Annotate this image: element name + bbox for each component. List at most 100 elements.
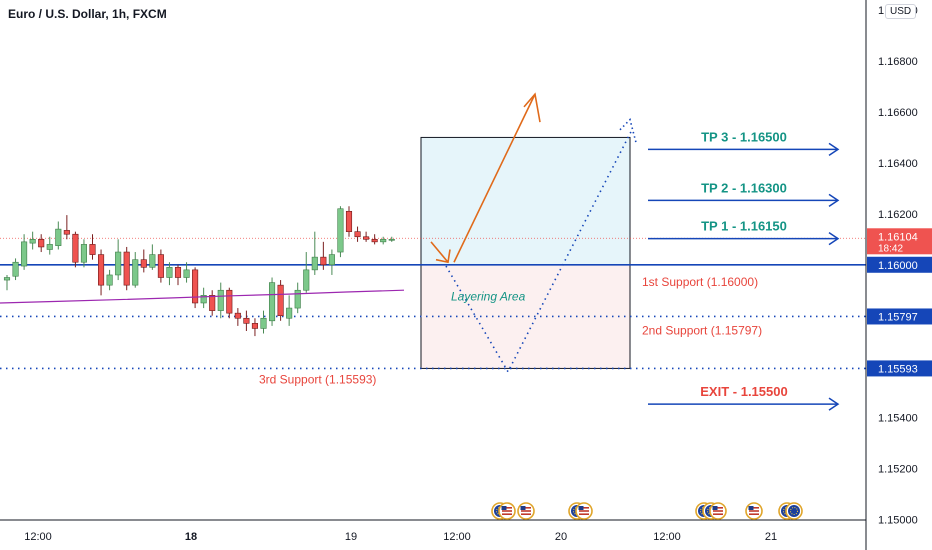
- candle[interactable]: [12, 258, 19, 281]
- candle[interactable]: [354, 226, 361, 242]
- layering-area-label: Layering Area: [451, 289, 526, 303]
- us-flag-icon[interactable]: [517, 502, 535, 520]
- y-tick-label: 1.16400: [878, 158, 918, 170]
- candles: [3, 206, 395, 337]
- candle[interactable]: [200, 287, 207, 309]
- candle-body: [303, 269, 310, 291]
- candle[interactable]: [337, 206, 344, 258]
- candle[interactable]: [3, 274, 11, 291]
- candle-body: [320, 256, 327, 266]
- candle-body: [3, 277, 11, 281]
- candle[interactable]: [38, 234, 45, 253]
- candle[interactable]: [345, 206, 353, 237]
- event-stripe: [521, 510, 531, 512]
- candle[interactable]: [80, 239, 87, 268]
- candle[interactable]: [157, 249, 164, 283]
- candle[interactable]: [234, 308, 241, 326]
- price-tag-label: 1.15593: [878, 363, 918, 375]
- candle[interactable]: [192, 267, 199, 309]
- candle-body: [345, 210, 353, 232]
- candle-body: [354, 231, 361, 238]
- price-tag-label: 1.15797: [878, 311, 918, 323]
- candle-body: [46, 244, 53, 250]
- candle-body: [140, 259, 147, 268]
- candle[interactable]: [243, 310, 250, 331]
- candle[interactable]: [132, 252, 139, 288]
- candle[interactable]: [320, 241, 327, 270]
- layering-path[interactable]: [445, 129, 633, 374]
- candle-body: [98, 254, 105, 286]
- candle[interactable]: [29, 231, 36, 250]
- candle[interactable]: [209, 290, 216, 316]
- candle[interactable]: [380, 236, 387, 245]
- bar-countdown: 18:42: [878, 243, 903, 254]
- time-axis[interactable]: 12:00 18 19 12:00 20 12:00 21: [0, 519, 866, 543]
- candle[interactable]: [294, 282, 301, 314]
- price-tag: [867, 360, 932, 377]
- candle[interactable]: [123, 246, 130, 291]
- candle[interactable]: [388, 236, 395, 242]
- candle[interactable]: [371, 234, 378, 245]
- candle[interactable]: [149, 244, 156, 270]
- candle-body: [80, 244, 87, 263]
- candle[interactable]: [251, 318, 258, 337]
- candle-body: [200, 295, 207, 304]
- exit-arrowhead: [828, 397, 840, 411]
- candle[interactable]: [268, 277, 276, 326]
- currency-badge[interactable]: USD: [885, 4, 917, 19]
- economic-events[interactable]: [491, 502, 803, 520]
- candle[interactable]: [260, 310, 267, 334]
- candle-body: [277, 284, 284, 317]
- x-tick-label: 19: [345, 531, 357, 543]
- price-axis-bg: [866, 0, 932, 550]
- event-stripe: [713, 510, 723, 512]
- us-flag-icon[interactable]: [709, 502, 727, 520]
- candle[interactable]: [98, 249, 105, 296]
- candle[interactable]: [217, 282, 224, 319]
- candle[interactable]: [166, 262, 173, 286]
- eu-flag-icon[interactable]: [785, 502, 803, 520]
- event-stripe: [579, 507, 589, 509]
- candle[interactable]: [286, 295, 293, 326]
- y-tick-label: 1.16800: [878, 56, 918, 68]
- candle[interactable]: [140, 249, 147, 273]
- candle[interactable]: [72, 231, 79, 268]
- candle-body: [234, 312, 241, 319]
- bullish-projection[interactable]: [453, 93, 536, 263]
- candle[interactable]: [106, 269, 113, 291]
- us-flag-icon[interactable]: [745, 502, 763, 520]
- candle[interactable]: [183, 262, 190, 283]
- candle[interactable]: [303, 252, 310, 293]
- us-flag-icon[interactable]: [575, 502, 593, 520]
- event-stripe: [521, 507, 531, 509]
- us-flag-icon[interactable]: [498, 502, 516, 520]
- event-stripe: [749, 507, 759, 509]
- event-stripe: [749, 513, 759, 515]
- candle[interactable]: [46, 236, 53, 255]
- price-axis[interactable]: 1.170001.168001.166001.164001.162001.154…: [865, 0, 932, 550]
- take-profit-2-label: TP 2 - 1.16300: [701, 180, 787, 195]
- candle-body: [166, 267, 173, 278]
- candle[interactable]: [115, 239, 122, 281]
- profit-zone[interactable]: [420, 136, 631, 266]
- candle[interactable]: [328, 249, 335, 275]
- candle[interactable]: [174, 264, 182, 286]
- candle[interactable]: [277, 280, 284, 321]
- candle[interactable]: [21, 234, 28, 270]
- candle[interactable]: [226, 287, 233, 319]
- entry-arrow[interactable]: [430, 241, 449, 263]
- candle-body: [363, 236, 370, 240]
- symbol-title: Euro / U.S. Dollar, 1h, FXCM: [8, 7, 167, 21]
- candle[interactable]: [55, 221, 62, 250]
- candle[interactable]: [363, 231, 370, 242]
- candle[interactable]: [89, 234, 96, 260]
- candle[interactable]: [311, 231, 318, 275]
- x-tick-label: 18: [185, 531, 197, 543]
- candle[interactable]: [63, 215, 70, 240]
- layering-arrowhead: [619, 118, 637, 143]
- bullish-arrowhead: [523, 92, 541, 123]
- risk-zone[interactable]: [420, 264, 631, 369]
- entry-arrowhead: [435, 249, 451, 264]
- event-stripe: [502, 510, 512, 512]
